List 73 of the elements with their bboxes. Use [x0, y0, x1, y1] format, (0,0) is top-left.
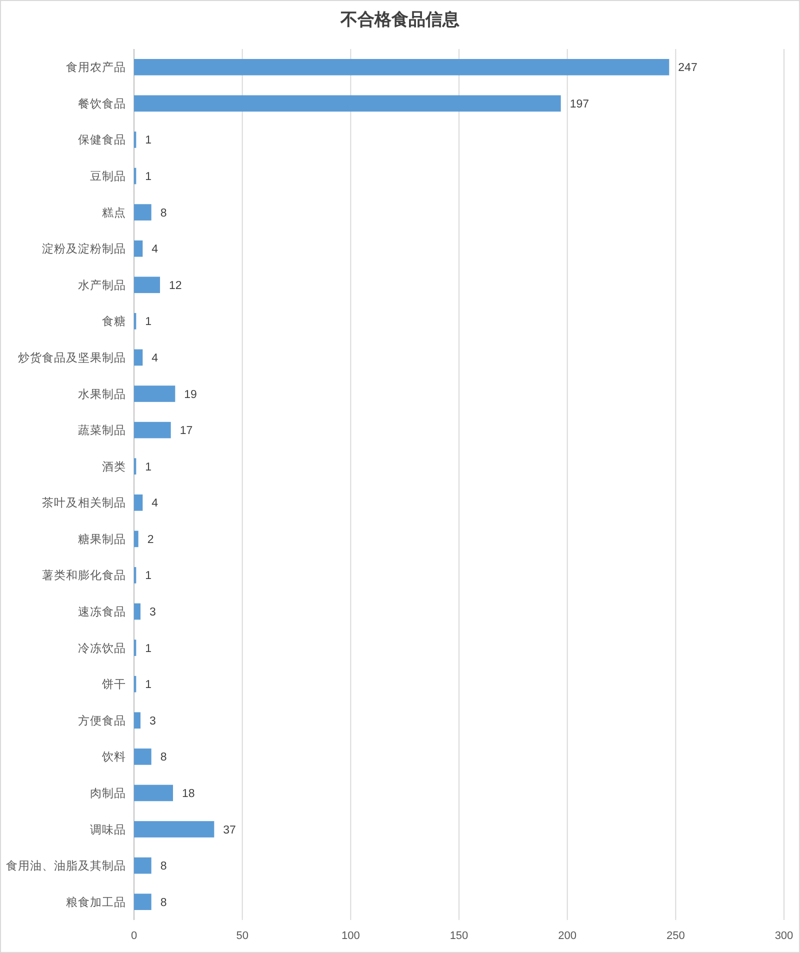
- y-tick-label: 食用农产品: [66, 60, 126, 74]
- y-tick-label: 豆制品: [90, 170, 126, 184]
- data-label: 1: [145, 171, 152, 184]
- data-label: 3: [150, 715, 156, 728]
- y-tick-label: 餐饮食品: [78, 97, 126, 110]
- bar: [134, 530, 138, 548]
- y-tick-label: 调味品: [90, 823, 126, 836]
- x-tick-label: 300: [774, 930, 794, 942]
- y-tick-label: 肉制品: [90, 786, 126, 800]
- y-tick-label: 糕点: [102, 206, 126, 220]
- y-tick-label: 方便食品: [78, 713, 126, 728]
- data-label: 1: [145, 642, 152, 655]
- x-tick-label: 0: [130, 930, 138, 942]
- bar: [134, 894, 152, 910]
- data-label: 1: [145, 570, 152, 582]
- bar: [134, 784, 173, 802]
- y-tick-label: 淀粉及淀粉制品: [42, 242, 126, 256]
- bar: [134, 386, 176, 402]
- y-tick-label: 粮食加工品: [66, 896, 126, 909]
- data-label: 197: [570, 98, 590, 110]
- data-label: 8: [160, 207, 167, 220]
- y-tick-label: 糖果制品: [78, 532, 126, 546]
- y-tick-label: 速冻食品: [78, 604, 126, 619]
- bar: [134, 204, 152, 220]
- data-label: 37: [223, 824, 236, 836]
- y-tick-label: 饼干: [101, 678, 126, 692]
- y-tick-label: 水果制品: [78, 388, 126, 401]
- bar: [134, 603, 140, 620]
- data-label: 3: [150, 606, 156, 619]
- data-label: 1: [145, 316, 152, 328]
- data-label: 8: [160, 860, 167, 873]
- data-label: 19: [184, 388, 197, 401]
- data-label: 17: [180, 425, 193, 438]
- bar: [134, 95, 561, 112]
- x-tick-label: 250: [666, 930, 685, 942]
- y-tick-label: 保健食品: [78, 134, 126, 147]
- y-tick-label: 炒货食品及坚果制品: [18, 351, 126, 364]
- bar: [134, 422, 171, 438]
- y-tick-label: 酒类: [102, 460, 126, 474]
- data-label: 247: [678, 62, 698, 74]
- data-label: 1: [145, 134, 152, 147]
- x-tick-label: 200: [558, 930, 577, 942]
- x-tick-label: 50: [236, 930, 248, 942]
- y-tick-label: 食糖: [102, 314, 126, 328]
- data-label: 2: [147, 534, 154, 546]
- y-tick-label: 水产制品: [78, 278, 126, 292]
- chart-title: 不合格食品信息: [340, 10, 460, 29]
- bar: [134, 58, 670, 76]
- y-tick-label: 饮料: [101, 750, 126, 764]
- data-label: 4: [152, 498, 159, 510]
- bar: [134, 494, 143, 511]
- data-label: 4: [152, 244, 159, 256]
- bar: [134, 821, 214, 838]
- y-tick-label: 冷冻饮品: [78, 640, 126, 655]
- data-label: 12: [169, 280, 182, 292]
- bar: [134, 276, 160, 294]
- bar: [134, 748, 152, 765]
- bar: [134, 857, 152, 874]
- y-tick-label: 食用油、油脂及其制品: [6, 860, 126, 873]
- x-tick-label: 150: [450, 930, 468, 942]
- x-tick-label: 100: [341, 930, 360, 942]
- data-label: 4: [152, 352, 159, 364]
- y-tick-label: 薯类和膨化食品: [42, 569, 126, 582]
- data-label: 1: [145, 461, 152, 474]
- y-tick-label: 茶叶及相关制品: [42, 496, 126, 510]
- bar: [134, 349, 143, 366]
- bar: [134, 240, 143, 257]
- data-label: 18: [182, 788, 195, 800]
- bar: [134, 712, 140, 729]
- y-tick-label: 蔬菜制品: [78, 424, 126, 438]
- data-label: 1: [145, 679, 152, 692]
- data-label: 8: [160, 752, 167, 764]
- data-label: 8: [160, 896, 167, 909]
